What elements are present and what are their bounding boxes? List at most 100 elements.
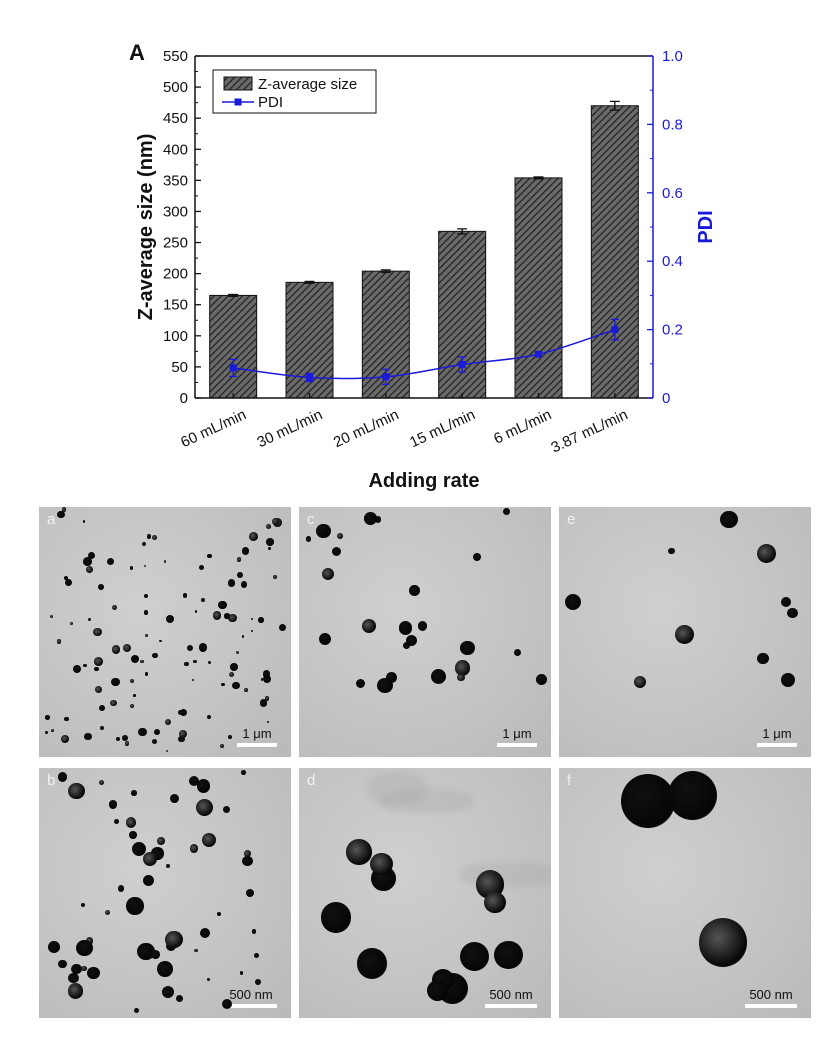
scale-bar-line-d — [485, 1004, 537, 1008]
tem-particle — [254, 978, 261, 985]
tem-particle — [114, 819, 119, 824]
bar-6 — [590, 105, 639, 399]
tem-particle — [267, 721, 270, 724]
tem-particle — [377, 677, 394, 694]
scale-bar-label-c: 1 μm — [502, 726, 532, 741]
tem-particle — [94, 657, 103, 666]
y-tick-label-550: 550 — [163, 48, 188, 65]
tem-particle — [271, 517, 279, 525]
tem-particle — [83, 663, 87, 668]
tem-particle — [137, 727, 147, 737]
tem-particle — [131, 790, 137, 796]
tem-particle — [370, 853, 393, 876]
tem-particle — [76, 939, 93, 957]
tem-particle — [115, 736, 121, 742]
y2-tick-label-0: 0 — [662, 390, 670, 407]
tem-particle — [73, 665, 82, 674]
tem-particle — [143, 565, 146, 568]
tem-particle — [84, 732, 92, 741]
scale-bar-a: 1 μm — [237, 726, 277, 747]
tem-particle — [249, 532, 259, 542]
legend-bar-swatch — [223, 76, 253, 91]
tem-image-e: e 1 μm — [559, 507, 811, 757]
tem-particle — [198, 564, 205, 571]
tem-particle — [265, 524, 271, 530]
tem-particle — [331, 546, 342, 556]
tem-particle — [137, 943, 155, 961]
tem-particle — [236, 650, 240, 654]
tem-particle — [236, 572, 243, 579]
tem-particle — [197, 779, 211, 793]
legend-label-z-average: Z-average size — [258, 76, 357, 93]
tem-particle — [117, 885, 125, 892]
tem-particle — [129, 831, 137, 839]
tem-particle — [232, 681, 240, 690]
tem-particle — [756, 543, 776, 563]
tem-particle — [674, 625, 694, 645]
tem-particle — [398, 621, 413, 636]
tem-particle — [63, 575, 69, 581]
x-tick-label-6: 3.87 mL/min — [549, 406, 631, 456]
tem-particle — [459, 640, 475, 656]
tem-particle — [164, 718, 172, 726]
tem-particle — [260, 677, 264, 681]
tem-particle — [68, 972, 79, 984]
tem-particle — [244, 850, 252, 857]
tem-particle — [183, 593, 188, 598]
x-tick-label-3: 20 mL/min — [331, 406, 402, 451]
y-tick-label-250: 250 — [163, 235, 188, 252]
tem-particle — [156, 961, 173, 978]
scale-bar-label-f: 500 nm — [749, 987, 793, 1002]
tem-background-streak — [367, 771, 427, 806]
tem-particle — [319, 528, 326, 535]
tem-particle — [82, 520, 86, 523]
pdi-point-2 — [306, 373, 313, 381]
tem-particle — [251, 617, 254, 621]
tem-particle — [241, 770, 246, 775]
tem-image-d: d 500 nm — [299, 768, 551, 1018]
tem-particle — [56, 639, 62, 644]
tem-particle — [207, 977, 211, 981]
tem-particle — [361, 618, 376, 633]
tem-particle — [178, 729, 188, 739]
tem-particle — [192, 678, 195, 681]
tem-particle — [144, 672, 149, 676]
tem-particle — [81, 903, 86, 908]
tem-particle — [236, 557, 241, 562]
tem-particle — [133, 1007, 139, 1013]
y-tick-label-200: 200 — [163, 266, 188, 283]
tem-particle — [494, 940, 523, 969]
tem-background-streak — [379, 789, 475, 814]
scale-bar-f: 500 nm — [745, 987, 797, 1008]
tem-particle — [140, 659, 144, 664]
x-tick-label-4: 15 mL/min — [407, 406, 478, 451]
tem-particle — [253, 952, 260, 958]
tem-particle — [757, 652, 770, 665]
tem-particle — [193, 660, 197, 664]
tem-particle — [152, 738, 158, 745]
tem-particle — [318, 632, 332, 646]
tem-particle — [202, 832, 217, 847]
tem-image-f: f 500 nm — [559, 768, 811, 1018]
tem-particle — [227, 613, 237, 623]
y-axis-title: Z-average size (nm) — [135, 134, 157, 321]
y2-axis-title: PDI — [695, 210, 717, 243]
tem-particle — [668, 548, 675, 555]
tem-particle — [188, 775, 199, 786]
tem-particle — [129, 566, 134, 570]
tem-particle — [239, 971, 243, 975]
tem-particle — [178, 710, 184, 716]
pdi-point-5 — [535, 350, 542, 358]
tem-particle — [69, 621, 74, 626]
tem-particle — [57, 772, 68, 782]
tem-particle — [166, 615, 175, 624]
x-tick-label-1: 60 mL/min — [178, 406, 249, 451]
y-tick-label-350: 350 — [163, 172, 188, 189]
tem-particle — [337, 532, 343, 539]
tem-particle — [152, 652, 159, 659]
y-tick-label-0: 0 — [180, 390, 188, 407]
tem-particle — [427, 979, 449, 1001]
tem-particle — [189, 844, 198, 853]
tem-label-a: a — [47, 511, 56, 528]
tem-particle — [67, 983, 84, 999]
